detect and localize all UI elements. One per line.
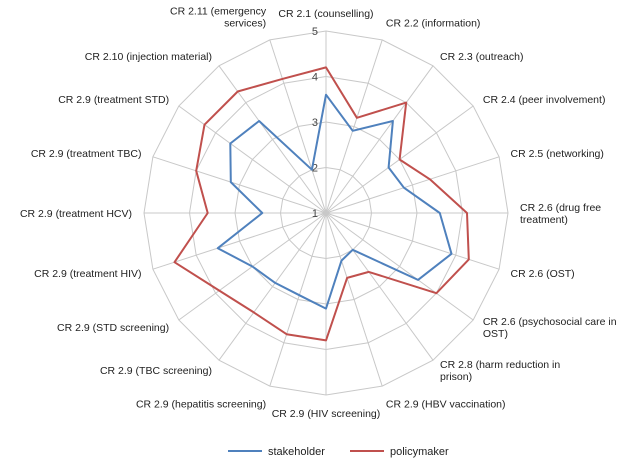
axis-label: CR 2.9 (HIV screening) (272, 408, 381, 420)
axis-label: CR 2.6 (drug free treatment) (520, 202, 601, 226)
axis-label: CR 2.9 (TBC screening) (100, 365, 212, 377)
axis-label: CR 2.8 (harm reduction in prison) (440, 359, 560, 383)
grid-spoke (325, 212, 383, 387)
grid-spoke (325, 65, 434, 214)
radial-tick-labels: 1 2 3 4 5 (312, 26, 318, 220)
legend: stakeholder policymaker (228, 446, 449, 458)
axis-label: CR 2.9 (treatment HIV) (34, 268, 141, 280)
grid-spoke (218, 212, 327, 361)
grid-spoke (325, 212, 434, 361)
series-line-stakeholder (216, 93, 453, 310)
tick-label-2: 2 (312, 163, 318, 175)
axis-label: CR 2.2 (information) (386, 18, 481, 30)
axis-label: CR 2.5 (networking) (511, 148, 604, 160)
grid-spoke (178, 105, 327, 214)
axis-label: CR 2.9 (treatment HCV) (20, 208, 132, 220)
grid-spoke (325, 39, 383, 214)
legend-label-policymaker: policymaker (390, 446, 449, 458)
series (173, 66, 470, 342)
tick-label-1: 1 (312, 208, 318, 220)
tick-label-3: 3 (312, 117, 318, 129)
axis-label: CR 2.3 (outreach) (440, 51, 523, 63)
axis-label: CR 2.6 (OST) (511, 268, 575, 280)
axis-labels: CR 2.1 (counselling) CR 2.2 (information)… (20, 6, 617, 421)
axis-label: CR 2.9 (STD screening) (57, 322, 169, 334)
tick-label-4: 4 (312, 72, 318, 84)
tick-label-5: 5 (312, 26, 318, 38)
grid-spoke (152, 156, 327, 214)
grid-spoke (152, 212, 327, 270)
grid-spoke (269, 39, 327, 214)
axis-label: CR 2.9 (HBV vaccination) (386, 399, 506, 411)
axis-label: CR 2.9 (treatment STD) (58, 94, 169, 106)
grid-spoke (325, 156, 500, 214)
grid-spoke (269, 212, 327, 387)
grid-spoke (325, 212, 500, 270)
series-line-policymaker (173, 66, 470, 342)
axis-label: CR 2.9 (hepatitis screening) (136, 399, 266, 411)
axis-label: CR 2.1 (counselling) (278, 8, 373, 20)
legend-label-stakeholder: stakeholder (268, 446, 325, 458)
axis-label: CR 2.11 (emergency services) (170, 6, 267, 30)
axis-label: CR 2.9 (treatment TBC) (31, 148, 142, 160)
grid-spoke (218, 65, 327, 214)
axis-label: CR 2.4 (peer involvement) (483, 94, 606, 106)
axis-label: CR 2.6 (psychosocial care in OST) (483, 316, 617, 340)
grid-spoke (325, 212, 474, 321)
axis-label: CR 2.10 (injection material) (85, 51, 212, 63)
